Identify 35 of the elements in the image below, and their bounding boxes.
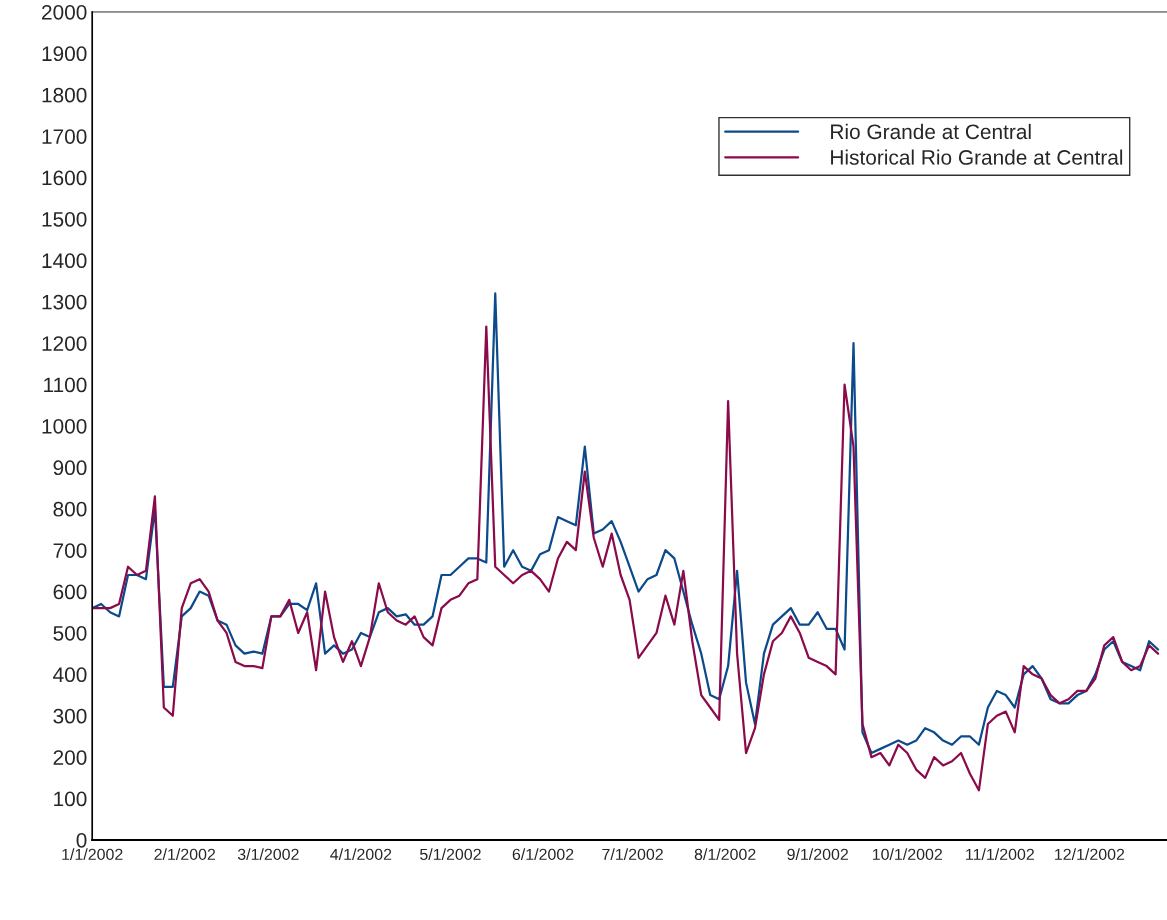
- y-tick-label: 1900: [42, 46, 87, 62]
- y-tick-label: 600: [53, 584, 87, 600]
- y-tick-label: 800: [53, 501, 87, 517]
- x-tick-label: 10/1/2002: [872, 848, 942, 861]
- y-tick-label: 1000: [42, 418, 87, 434]
- legend-label: Rio Grande at Central: [831, 123, 1031, 140]
- y-tick-label: 2000: [42, 4, 87, 20]
- y-tick-label: 100: [54, 791, 87, 807]
- x-tick-label: 1/1/2002: [62, 848, 123, 861]
- y-tick-label: 1600: [42, 170, 87, 186]
- x-tick-label: 5/1/2002: [420, 848, 481, 861]
- y-tick-label: 1700: [42, 129, 87, 144]
- y-tick-label: 500: [53, 625, 87, 641]
- x-tick-label: 8/1/2002: [694, 848, 756, 861]
- y-tick-label: 1800: [42, 87, 87, 103]
- y-tick-label: 400: [53, 667, 87, 683]
- y-tick-label: 900: [53, 460, 87, 476]
- y-tick-label: 1200: [42, 336, 87, 351]
- x-tick-label: 3/1/2002: [237, 848, 299, 861]
- y-tick-label: 1300: [42, 294, 87, 310]
- x-tick-label: 12/1/2002: [1055, 848, 1125, 861]
- y-tick-label: 1400: [42, 253, 87, 269]
- x-tick-label: 4/1/2002: [330, 848, 392, 861]
- x-tick-label: 11/1/2002: [966, 848, 1034, 861]
- y-tick-label: 1100: [44, 377, 87, 393]
- y-tick-label: 0: [76, 832, 87, 848]
- y-tick-label: 200: [53, 750, 87, 765]
- y-tick-label: 700: [53, 543, 87, 558]
- x-tick-label: 6/1/2002: [512, 848, 574, 861]
- legend-label: Historical Rio Grande at Central: [831, 149, 1123, 165]
- x-tick-label: 7/1/2002: [602, 848, 663, 861]
- y-tick-label: 1500: [42, 211, 87, 227]
- x-tick-label: 2/1/2002: [154, 848, 216, 861]
- y-tick-label: 300: [53, 708, 87, 724]
- x-tick-label: 9/1/2002: [787, 848, 848, 861]
